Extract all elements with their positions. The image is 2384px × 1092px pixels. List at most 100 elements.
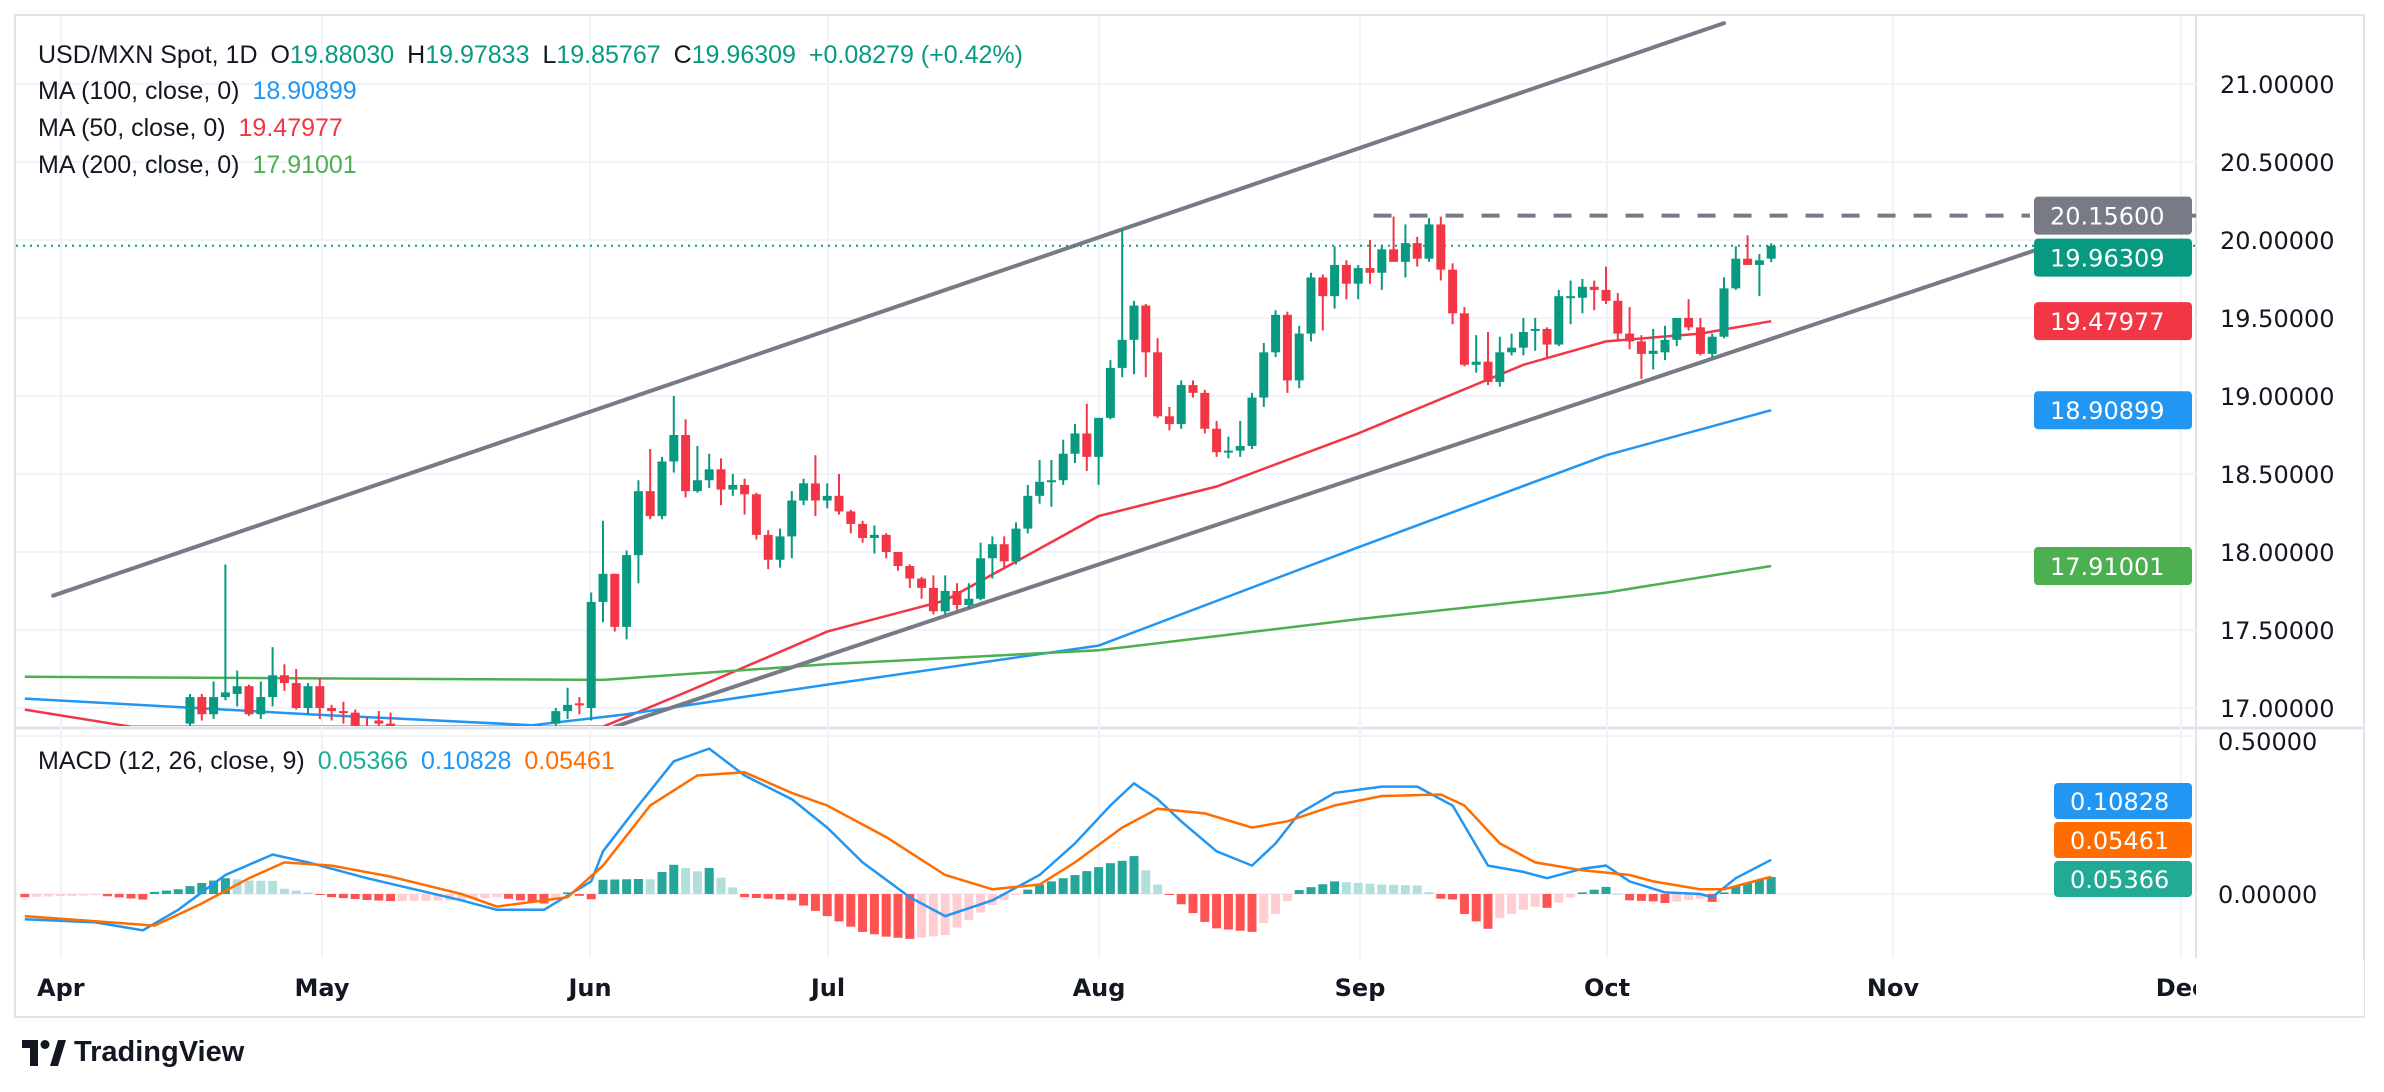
candle[interactable]	[1471, 335, 1481, 373]
candle[interactable]	[1070, 424, 1080, 464]
candle[interactable]	[374, 711, 384, 731]
candle[interactable]	[1695, 318, 1705, 356]
ma200-legend[interactable]: MA (200, close, 0) 17.91001	[38, 150, 363, 180]
candle[interactable]	[976, 542, 986, 601]
candle[interactable]	[669, 396, 679, 473]
candle[interactable]	[622, 550, 632, 640]
ma50-legend[interactable]: MA (50, close, 0) 19.47977	[38, 113, 349, 143]
candle[interactable]	[763, 530, 773, 570]
candle[interactable]	[386, 712, 396, 740]
candle[interactable]	[657, 456, 667, 520]
candle[interactable]	[928, 575, 938, 615]
candle[interactable]	[1306, 272, 1316, 342]
macd-axis[interactable]: 0.50000 0.00000 0.10828 0.05461 0.05366	[2054, 728, 2317, 909]
candle[interactable]	[917, 576, 927, 599]
candle[interactable]	[740, 478, 750, 515]
candle[interactable]	[610, 573, 620, 632]
candle[interactable]	[1400, 224, 1410, 278]
candle[interactable]	[1707, 333, 1717, 357]
candle[interactable]	[1648, 328, 1658, 370]
candle[interactable]	[964, 583, 974, 609]
candle[interactable]	[1365, 240, 1375, 284]
candle[interactable]	[598, 520, 608, 623]
candle[interactable]	[893, 552, 903, 571]
candle[interactable]	[1566, 280, 1576, 325]
candle[interactable]	[1589, 280, 1599, 311]
candle[interactable]	[268, 647, 278, 707]
candle[interactable]	[1105, 360, 1115, 420]
candle[interactable]	[1542, 327, 1552, 359]
candle[interactable]	[1082, 403, 1092, 471]
price-pane[interactable]	[16, 21, 2196, 740]
candle[interactable]	[810, 455, 820, 517]
candle[interactable]	[327, 704, 337, 721]
candle[interactable]	[681, 419, 691, 498]
candle[interactable]	[1271, 310, 1281, 357]
candle[interactable]	[1353, 264, 1363, 300]
candle[interactable]	[1046, 459, 1056, 507]
candle[interactable]	[905, 564, 915, 588]
candle[interactable]	[1011, 522, 1021, 565]
candle[interactable]	[1035, 459, 1045, 504]
candle[interactable]	[1176, 380, 1186, 429]
candle[interactable]	[716, 458, 726, 506]
candle[interactable]	[1023, 484, 1033, 534]
candle[interactable]	[952, 583, 962, 610]
candle[interactable]	[563, 687, 573, 719]
candle[interactable]	[1436, 216, 1446, 281]
candle[interactable]	[799, 478, 809, 506]
candle[interactable]	[1719, 277, 1729, 339]
candle[interactable]	[1743, 235, 1753, 265]
upper-trendline[interactable]	[51, 21, 1726, 598]
candle[interactable]	[1164, 406, 1174, 431]
candle[interactable]	[209, 681, 219, 719]
candle[interactable]	[1660, 325, 1670, 361]
candle[interactable]	[846, 509, 856, 534]
candle[interactable]	[1200, 389, 1210, 434]
candle[interactable]	[1495, 336, 1505, 387]
candle[interactable]	[822, 483, 832, 509]
lower-trendline[interactable]	[612, 245, 2045, 727]
candle[interactable]	[1094, 417, 1104, 485]
candle[interactable]	[728, 474, 738, 496]
candle[interactable]	[232, 670, 242, 707]
candle[interactable]	[1153, 338, 1163, 418]
candle[interactable]	[1448, 263, 1458, 325]
candle[interactable]	[1117, 229, 1127, 378]
candle[interactable]	[197, 693, 207, 721]
candle[interactable]	[1058, 439, 1068, 485]
candle[interactable]	[1424, 218, 1434, 262]
symbol-legend[interactable]: USD/MXN Spot, 1D O19.88030 H19.97833 L19…	[38, 40, 1029, 70]
candle[interactable]	[1129, 300, 1139, 375]
candle[interactable]	[1259, 342, 1269, 407]
candle[interactable]	[574, 697, 584, 715]
candle[interactable]	[1341, 260, 1351, 300]
candle[interactable]	[633, 480, 643, 584]
candle[interactable]	[1483, 332, 1493, 386]
price-axis[interactable]: 21.00000 20.50000 20.00000 19.50000 19.00000…	[2034, 71, 2335, 723]
candle[interactable]	[999, 536, 1009, 568]
candle[interactable]	[881, 533, 891, 559]
candle[interactable]	[1223, 436, 1233, 459]
candle[interactable]	[775, 528, 785, 568]
candle[interactable]	[185, 693, 195, 731]
candle[interactable]	[751, 492, 761, 540]
candle[interactable]	[220, 564, 230, 701]
candle[interactable]	[338, 701, 348, 724]
tradingview-logo[interactable]: TradingView	[22, 1036, 244, 1069]
candle[interactable]	[1518, 318, 1528, 356]
candle[interactable]	[1530, 318, 1540, 351]
candle[interactable]	[350, 709, 360, 740]
macd-pane[interactable]	[20, 747, 1776, 939]
macd-legend[interactable]: MACD (12, 26, close, 9) 0.05366 0.10828 …	[38, 746, 621, 776]
candle[interactable]	[1247, 392, 1257, 450]
candle[interactable]	[834, 474, 844, 515]
candle[interactable]	[1294, 325, 1304, 389]
candle[interactable]	[858, 520, 868, 543]
candle[interactable]	[940, 575, 950, 615]
candle[interactable]	[1235, 420, 1245, 457]
candle[interactable]	[256, 681, 266, 719]
candle[interactable]	[291, 669, 301, 710]
candle[interactable]	[787, 491, 797, 559]
candle[interactable]	[692, 445, 702, 493]
